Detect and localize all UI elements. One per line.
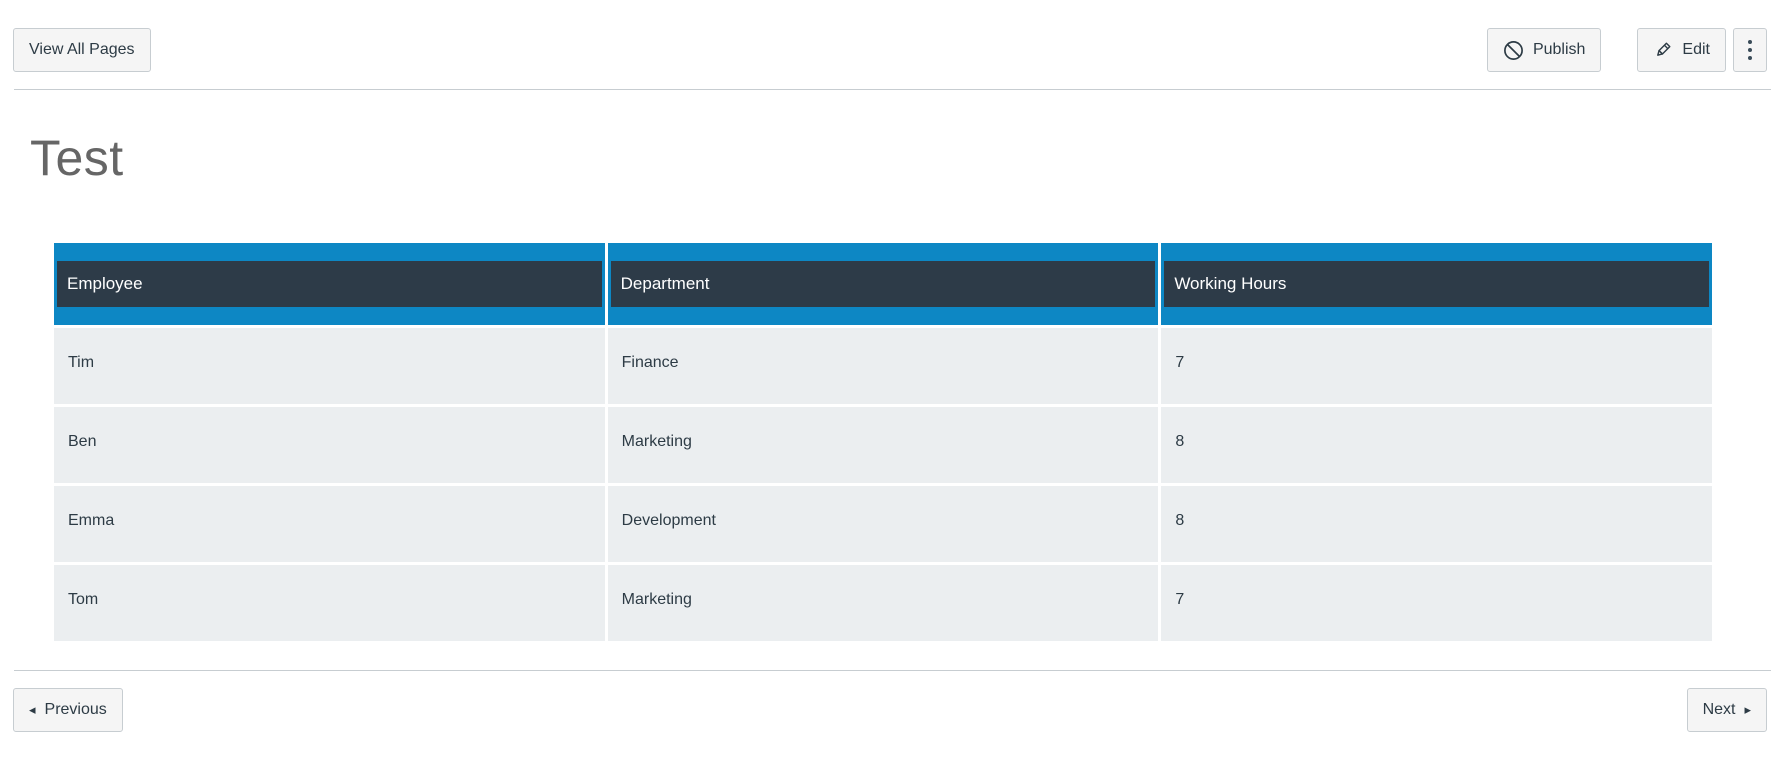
table-cell: 8 (1161, 486, 1712, 562)
view-all-pages-label: View All Pages (29, 41, 135, 58)
table-cell: Development (607, 486, 1159, 562)
table-cell: Tom (54, 565, 605, 641)
table-header-row: Employee Department Working Hours (54, 243, 1712, 325)
publish-button[interactable]: Publish (1486, 28, 1602, 72)
table-cell: Marketing (607, 407, 1159, 483)
pencil-icon (1653, 40, 1673, 60)
table-row: Emma Development 8 (54, 486, 1712, 562)
table-header: Employee Department Working Hours (54, 243, 1712, 325)
table-cell: Tim (54, 328, 605, 404)
toolbar-right-group: Publish Edit (1486, 28, 1767, 72)
table-cell: Emma (54, 486, 605, 562)
column-header-employee: Employee (54, 243, 605, 325)
edit-button[interactable]: Edit (1637, 28, 1726, 72)
table-cell: 7 (1161, 328, 1712, 404)
table-cell: Ben (54, 407, 605, 483)
column-header-working-hours: Working Hours (1161, 243, 1712, 325)
column-header-department: Department (607, 243, 1159, 325)
kebab-menu-icon (1748, 38, 1752, 62)
previous-label: Previous (44, 701, 107, 718)
employee-table: Employee Department Working Hours Tim Fi… (51, 240, 1715, 644)
table-cell: Marketing (607, 565, 1159, 641)
pagination: ◂ Previous Next ▸ (0, 671, 1785, 732)
next-label: Next (1702, 701, 1736, 718)
table-cell: 8 (1161, 407, 1712, 483)
footer-divider (14, 670, 1771, 671)
edit-label: Edit (1682, 41, 1710, 58)
previous-arrow-icon: ◂ (29, 702, 36, 717)
ban-circle-icon (1503, 40, 1524, 61)
table-body: Tim Finance 7 Ben Marketing 8 Emma Devel… (54, 328, 1712, 641)
table-cell: 7 (1161, 565, 1712, 641)
view-all-pages-button[interactable]: View All Pages (13, 28, 151, 72)
publish-label: Publish (1532, 41, 1586, 58)
table-row: Tom Marketing 7 (54, 565, 1712, 641)
more-options-button[interactable] (1733, 28, 1767, 72)
previous-page-button[interactable]: ◂ Previous (13, 688, 123, 732)
next-page-button[interactable]: Next ▸ (1686, 688, 1767, 732)
table-row: Ben Marketing 8 (54, 407, 1712, 483)
toolbar-divider (14, 89, 1771, 90)
next-arrow-icon: ▸ (1744, 702, 1751, 717)
table-row: Tim Finance 7 (54, 328, 1712, 404)
page-title: Test (30, 130, 124, 186)
table-cell: Finance (607, 328, 1159, 404)
toolbar: View All Pages Publish (0, 0, 1785, 72)
